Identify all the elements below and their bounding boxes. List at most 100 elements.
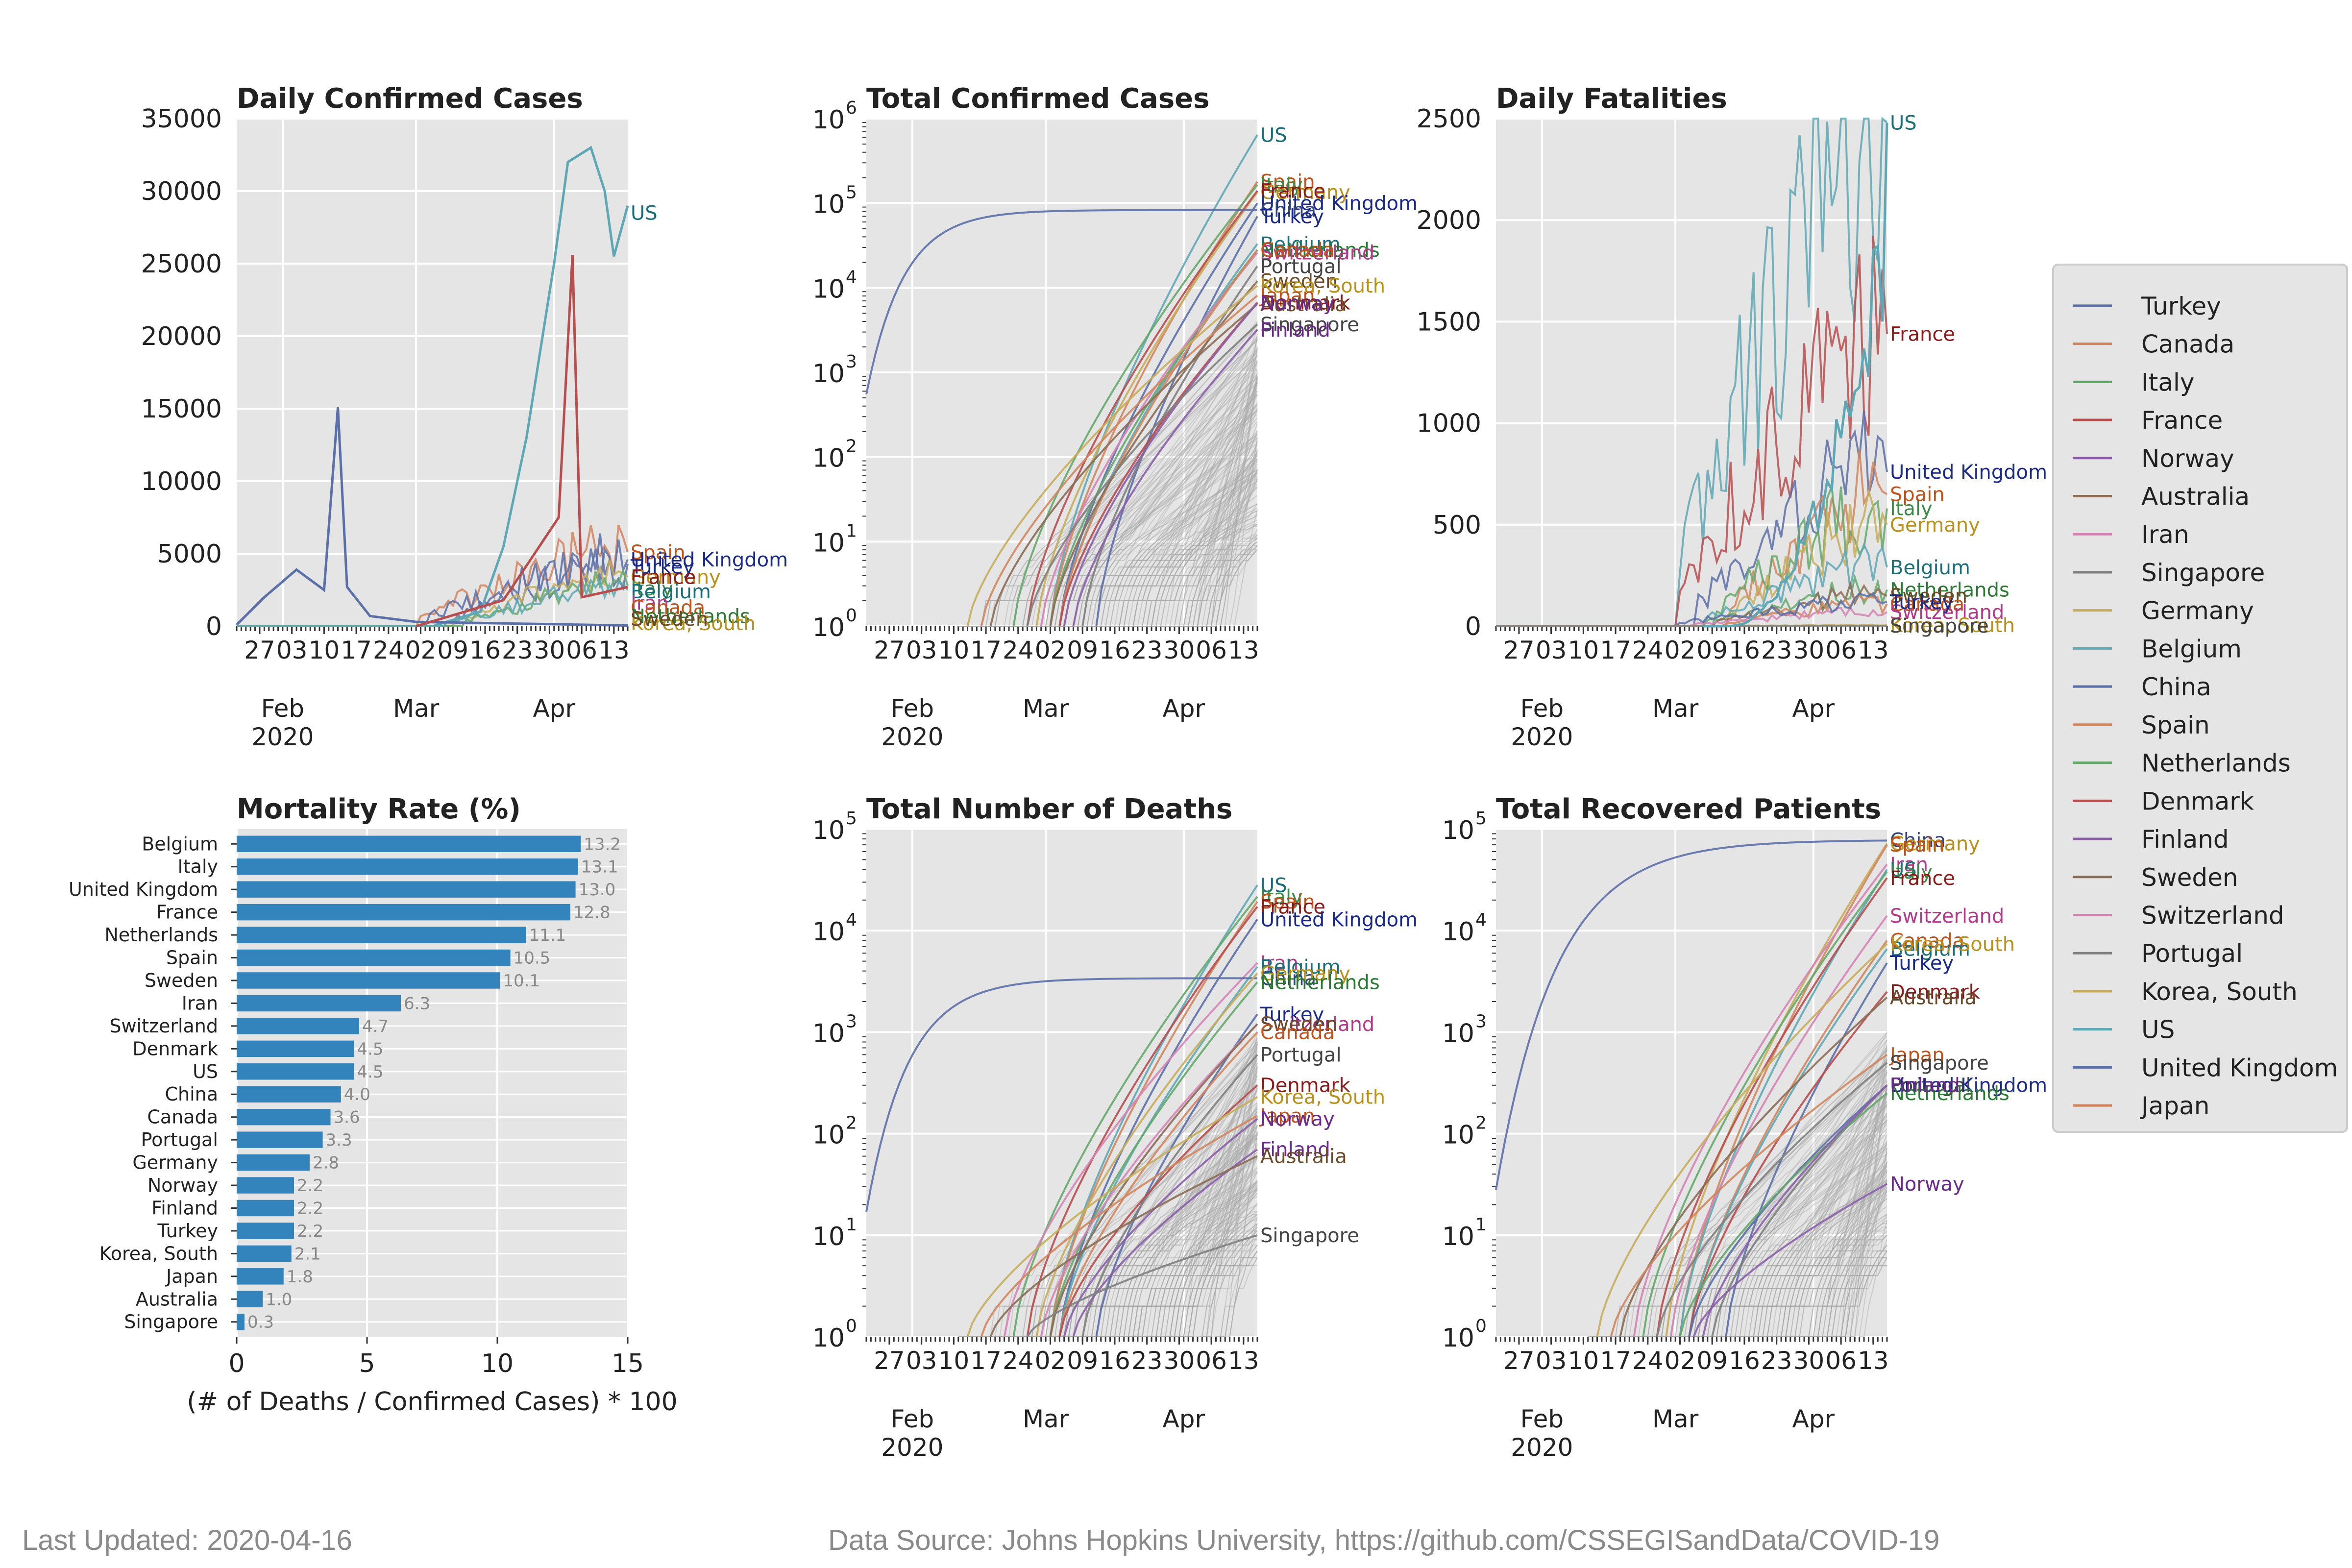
daily-confirmed-title: Daily Confirmed Cases bbox=[237, 83, 583, 115]
total-confirmed-background-trace bbox=[1220, 382, 1258, 627]
total-deaths-month-label: Feb bbox=[891, 1405, 934, 1433]
total-recovered-end-label: Korea, South bbox=[1890, 933, 2015, 956]
data-source-text: Data Source: Johns Hopkins University, h… bbox=[828, 1524, 1940, 1556]
total-recovered-ytick-exponent: 1 bbox=[1475, 1215, 1487, 1235]
total-deaths-background-trace bbox=[1018, 1250, 1258, 1337]
total-confirmed-background-trace bbox=[1073, 417, 1258, 627]
total-deaths-background-trace bbox=[1050, 1239, 1257, 1337]
total-deaths-background-trace bbox=[1119, 1179, 1258, 1337]
daily-fatalities-day-tick-label: 09 bbox=[1696, 636, 1728, 664]
mortality-rate-category-label: Denmark bbox=[132, 1038, 218, 1059]
daily-fatalities-end-label: Spain bbox=[1890, 484, 1945, 506]
total-confirmed-series-line bbox=[1063, 302, 1258, 627]
total-confirmed-series-line bbox=[1026, 323, 1258, 627]
total-deaths-background-trace bbox=[1059, 1257, 1258, 1337]
mortality-rate-category-label: Finland bbox=[151, 1197, 218, 1219]
total-recovered-day-tick-label: 17 bbox=[1600, 1347, 1631, 1375]
total-recovered-background-trace bbox=[1721, 1257, 1887, 1337]
daily-confirmed-ytick-label: 15000 bbox=[141, 394, 222, 424]
total-confirmed-day-tick-label: 06 bbox=[1196, 636, 1227, 664]
legend: Turkey Canada Italy France Norway Australia Ir… bbox=[2052, 264, 2348, 1133]
total-confirmed-background-trace bbox=[1101, 455, 1258, 627]
total-recovered-day-tick-label: 06 bbox=[1825, 1347, 1857, 1375]
daily-fatalities-end-label: United Kingdom bbox=[1890, 461, 2047, 484]
total-recovered-background-trace bbox=[1689, 1257, 1887, 1337]
total-recovered-series-line bbox=[1610, 1054, 1888, 1337]
mortality-rate-bar bbox=[237, 1063, 354, 1080]
total-confirmed-background-trace bbox=[1188, 361, 1258, 627]
total-recovered-background-trace bbox=[1592, 1265, 1887, 1337]
total-recovered-background-trace bbox=[1841, 1152, 1887, 1337]
total-deaths-background-trace bbox=[1110, 1188, 1258, 1337]
mortality-rate-value-label: 1.8 bbox=[287, 1267, 313, 1287]
total-confirmed-background-trace bbox=[1170, 503, 1258, 627]
total-confirmed-background-trace bbox=[1202, 451, 1258, 627]
total-recovered-background-trace bbox=[1620, 1179, 1887, 1337]
daily-fatalities-day-tick-label: 17 bbox=[1600, 636, 1631, 664]
total-deaths-background-trace bbox=[1101, 1110, 1258, 1337]
total-recovered-background-trace bbox=[1832, 1239, 1887, 1337]
total-recovered-ytick-exponent: 0 bbox=[1475, 1316, 1487, 1336]
mortality-rate-bar bbox=[237, 1245, 292, 1262]
total-confirmed-end-label: Japan bbox=[1259, 285, 1315, 307]
total-confirmed-background-trace bbox=[1046, 336, 1258, 627]
total-confirmed-ytick-base: 10 bbox=[812, 105, 845, 135]
total-confirmed-background-trace bbox=[1087, 495, 1258, 627]
daily-fatalities-day-tick-label: 06 bbox=[1825, 636, 1857, 664]
total-confirmed-background-trace bbox=[1183, 377, 1258, 627]
total-recovered-series-line bbox=[1711, 1084, 1888, 1337]
total-confirmed-series-line bbox=[1035, 191, 1258, 627]
total-recovered-end-label: Singapore bbox=[1890, 1052, 1989, 1075]
total-confirmed-background-trace bbox=[1124, 473, 1258, 627]
total-recovered-background-trace bbox=[1735, 1257, 1887, 1337]
total-deaths-background-trace bbox=[1119, 1038, 1258, 1337]
total-confirmed-background-trace bbox=[1050, 460, 1258, 627]
mortality-rate-xtick-label: 10 bbox=[481, 1349, 514, 1378]
total-recovered-background-trace bbox=[1850, 1160, 1887, 1337]
total-confirmed-background-trace bbox=[1188, 541, 1258, 627]
total-deaths-background-trace bbox=[1179, 1145, 1258, 1337]
total-confirmed-background-trace bbox=[1087, 431, 1258, 627]
total-deaths-background-trace bbox=[1000, 1220, 1257, 1337]
total-confirmed-background-trace bbox=[1220, 370, 1258, 627]
total-recovered-background-trace bbox=[1670, 1072, 1887, 1337]
total-confirmed-background-trace bbox=[1114, 541, 1258, 627]
mortality-rate-panel: 0 5 10 15 (# of Deaths / Confirmed Cases) * … bbox=[69, 829, 678, 1417]
total-recovered-end-label: Italy bbox=[1890, 861, 1933, 883]
total-deaths-background-trace bbox=[1101, 1180, 1258, 1337]
total-confirmed-background-trace bbox=[1064, 393, 1258, 627]
total-confirmed-background-trace bbox=[1096, 448, 1258, 627]
total-confirmed-background-trace bbox=[995, 503, 1258, 627]
total-confirmed-day-tick-label: 03 bbox=[906, 636, 937, 664]
daily-confirmed-end-label: Turkey bbox=[630, 556, 694, 579]
total-recovered-day-tick-label: 16 bbox=[1729, 1347, 1760, 1375]
total-confirmed-end-label: Australia bbox=[1260, 294, 1347, 316]
total-deaths-background-trace bbox=[1188, 1063, 1258, 1337]
total-confirmed-background-trace bbox=[1023, 359, 1258, 627]
total-deaths-background-trace bbox=[1036, 1133, 1258, 1337]
total-recovered-series-line bbox=[1725, 962, 1888, 1337]
total-recovered-background-trace bbox=[1813, 1088, 1887, 1337]
daily-confirmed-end-label: Belgium bbox=[631, 581, 711, 603]
total-confirmed-ytick-exponent: 1 bbox=[846, 521, 857, 541]
total-recovered-background-trace bbox=[1813, 1134, 1887, 1337]
total-deaths-background-trace bbox=[1175, 1155, 1258, 1337]
total-recovered-series-line bbox=[1702, 1084, 1888, 1337]
mortality-rate-bar bbox=[237, 881, 576, 898]
total-recovered-background-trace bbox=[1753, 1183, 1887, 1337]
total-deaths-series-line bbox=[966, 1096, 1258, 1337]
total-recovered-background-trace bbox=[1822, 1257, 1887, 1337]
mortality-rate-category-label: Norway bbox=[147, 1175, 218, 1196]
daily-fatalities-end-label: Korea, South bbox=[1890, 614, 2015, 637]
total-recovered-series-line bbox=[1656, 1062, 1888, 1337]
total-deaths-title: Total Number of Deaths bbox=[866, 793, 1232, 825]
total-recovered-day-tick-label: 30 bbox=[1793, 1347, 1825, 1375]
total-confirmed-end-label: Singapore bbox=[1260, 314, 1359, 336]
total-deaths-background-trace bbox=[1142, 1075, 1258, 1337]
total-deaths-day-tick-label: 30 bbox=[1164, 1347, 1195, 1375]
mortality-rate-category-label: Canada bbox=[147, 1106, 218, 1128]
total-deaths-end-label: Italy bbox=[1260, 886, 1303, 908]
total-deaths-background-trace bbox=[1087, 1132, 1258, 1337]
total-recovered-background-trace bbox=[1652, 1191, 1887, 1337]
